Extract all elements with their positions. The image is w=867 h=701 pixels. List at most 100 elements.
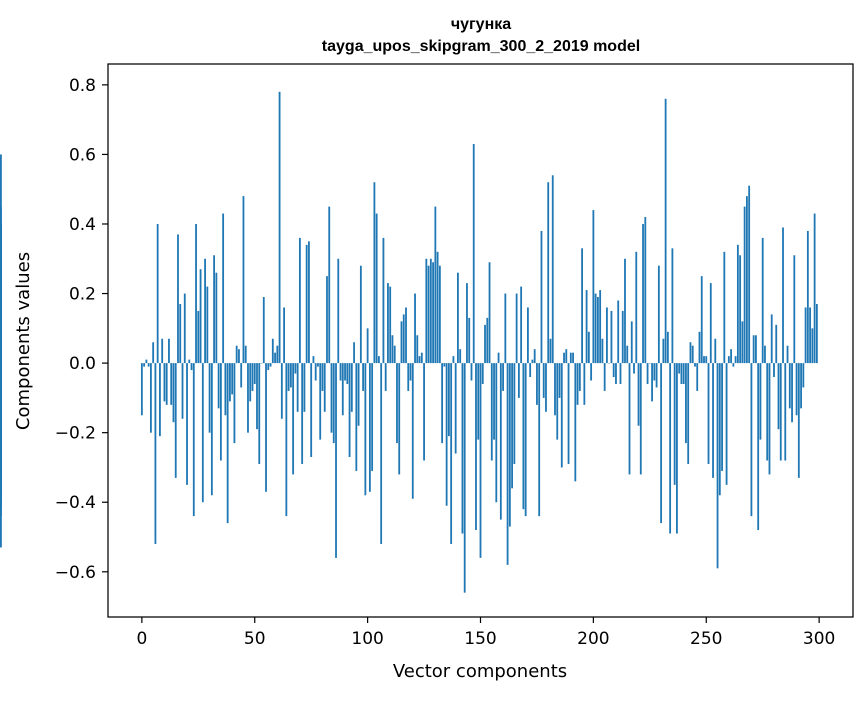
bar [369,363,371,492]
bar [741,321,743,363]
bar [270,363,272,366]
bar [480,363,482,558]
bar [308,241,310,363]
bar [184,294,186,364]
bar [380,363,382,544]
bar [789,363,791,408]
bar [516,294,518,364]
bar [482,363,484,384]
bar [746,196,748,363]
bar [252,363,254,391]
bar [155,363,157,544]
bar [556,363,558,440]
bar [744,207,746,364]
bar [579,363,581,391]
bar [518,363,520,398]
bar [726,363,728,485]
bar [583,363,585,405]
bar [453,356,455,363]
bar [683,363,685,384]
bar [276,346,278,363]
bar [782,227,784,363]
bar [755,335,757,363]
bar [703,356,705,363]
bar [464,363,466,593]
bar [193,363,195,516]
bar [651,363,653,401]
bar [173,363,175,422]
bar [313,356,315,363]
bar [678,363,680,373]
bar [202,363,204,502]
x-tick-label: 200 [577,629,609,649]
bar [760,363,762,440]
bar [324,363,326,412]
bar [735,356,737,363]
bar [484,325,486,363]
bar [561,363,563,467]
bar [448,363,450,436]
bar [177,234,179,363]
bar [274,353,276,363]
bar [640,363,642,474]
bar [800,363,802,408]
x-tick-label: 50 [244,629,266,649]
bar [773,363,775,377]
bar [701,276,703,363]
bar [545,363,547,412]
bar [620,363,622,384]
y-tick-label: 0.8 [69,76,96,96]
bar [532,360,534,363]
bar [240,363,242,387]
bar [349,363,351,457]
bar [256,363,258,429]
bar [392,335,394,363]
y-tick-label: −0.6 [55,563,96,583]
bar [170,363,172,405]
y-tick-label: 0.2 [69,285,96,305]
bar [355,363,357,471]
bar [383,238,385,363]
bar [234,363,236,443]
bar [229,363,231,401]
bar [635,252,637,363]
bar [507,363,509,565]
bar [168,339,170,363]
bar [401,321,403,363]
bar [346,363,348,384]
bar [215,273,217,363]
bar [708,363,710,464]
bar [412,363,414,499]
bar [405,307,407,363]
x-tick-label: 150 [464,629,496,649]
bar [811,328,813,363]
bar [407,363,409,391]
bar [143,363,145,366]
bar [631,321,633,363]
bar [617,301,619,364]
bar [699,332,701,363]
bar [373,182,375,363]
bar [419,356,421,363]
bar [231,363,233,394]
bar [281,363,283,419]
bar [599,290,601,363]
x-tick-label: 0 [136,629,147,649]
bar [769,363,771,474]
bar [394,346,396,363]
bar [498,353,500,363]
x-axis-label: Vector components [393,661,567,682]
bar [552,175,554,363]
bar [396,363,398,443]
bar [175,363,177,478]
bar [425,259,427,363]
bar [493,363,495,440]
bar [206,287,208,364]
bar [662,339,664,363]
bar [428,266,430,363]
bar [387,283,389,363]
bar [674,363,676,485]
bar [495,363,497,502]
bar [509,363,511,526]
bar [362,363,364,391]
